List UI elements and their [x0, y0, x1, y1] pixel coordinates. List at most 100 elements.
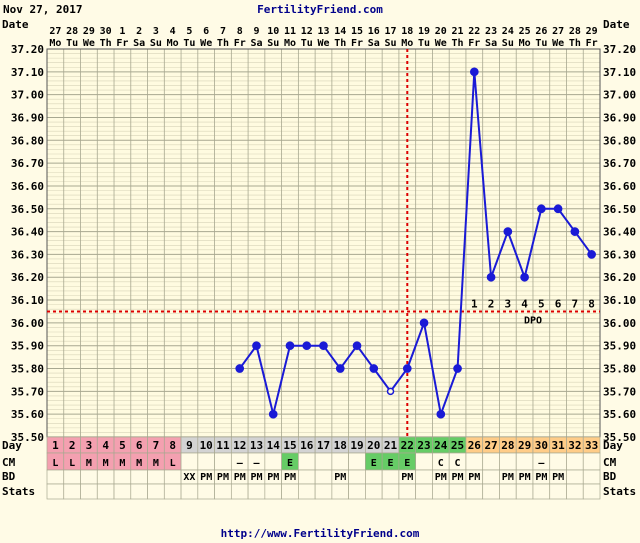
row-cell — [566, 483, 584, 500]
weekday-label: Tu — [183, 38, 195, 49]
row-cell — [214, 452, 232, 471]
day-number: 10 — [200, 439, 213, 452]
row-cell — [582, 469, 601, 485]
day-number: 17 — [317, 439, 330, 452]
y-tick-label-right: 36.20 — [603, 271, 636, 284]
cm-value: C — [455, 458, 461, 469]
cm-value: – — [253, 458, 260, 469]
weekday-label: We — [552, 38, 564, 49]
temperature-point — [520, 272, 529, 282]
dpo-number: 3 — [505, 297, 512, 310]
day-number: 4 — [102, 439, 109, 452]
weekday-label: Fr — [116, 38, 128, 49]
weekday-label: We — [200, 38, 212, 49]
row-label: Stats — [2, 485, 35, 498]
day-number: 21 — [384, 439, 398, 452]
date-number: 2 — [136, 26, 142, 37]
row-cell — [264, 483, 282, 500]
cm-value: E — [388, 458, 394, 469]
row-label: BD — [2, 470, 16, 483]
bd-value: PM — [267, 472, 279, 483]
day-number: 32 — [568, 439, 581, 452]
y-tick-label-right: 37.20 — [603, 43, 636, 56]
weekday-label: Tu — [66, 38, 78, 49]
temperature-point — [302, 341, 312, 351]
day-number: 33 — [585, 439, 598, 452]
day-number: 8 — [169, 439, 176, 452]
date-number: 5 — [186, 26, 192, 37]
row-cell — [63, 483, 81, 500]
temperature-point — [570, 227, 580, 236]
y-axis-labels: 37.20 37.20 37.10 37.10 37.00 37.00 36.90 36.90… — [11, 43, 636, 444]
date-number: 26 — [535, 26, 547, 37]
cm-value: L — [170, 458, 176, 469]
bd-value: PM — [535, 472, 547, 483]
weekday-label: Sa — [250, 38, 262, 49]
y-tick-label-right: 36.10 — [603, 294, 636, 307]
date-number: 16 — [368, 26, 380, 37]
bd-value: PM — [552, 472, 564, 483]
day-number: 29 — [518, 439, 531, 452]
row-cell — [113, 469, 132, 485]
bd-value: PM — [250, 472, 262, 483]
day-number: 22 — [401, 439, 414, 452]
day-number: 31 — [551, 439, 565, 452]
temperature-point — [352, 341, 362, 351]
row-cell — [381, 483, 400, 500]
dpo-number: 4 — [521, 297, 528, 310]
row-cell — [331, 452, 349, 471]
row-cell — [532, 483, 551, 500]
cm-value: M — [119, 458, 125, 469]
row-label: Day — [2, 439, 22, 452]
y-tick-label-left: 36.10 — [11, 294, 44, 307]
date-number: 7 — [220, 26, 226, 37]
bd-value: PM — [234, 472, 246, 483]
y-tick-label-left: 36.40 — [11, 226, 44, 239]
date-number: 8 — [237, 26, 243, 37]
row-cell — [298, 469, 316, 485]
temperature-point — [587, 250, 596, 259]
date-number: 11 — [284, 26, 296, 37]
day-number: 13 — [250, 439, 263, 452]
y-tick-label-left: 36.30 — [11, 248, 44, 261]
bd-value: PM — [435, 472, 447, 483]
row-cell — [298, 452, 316, 471]
row-cell — [80, 469, 98, 485]
y-tick-label-left: 36.90 — [11, 111, 44, 124]
weekday-label: Mo — [167, 38, 179, 49]
date-number: 4 — [170, 26, 176, 37]
site-title-link[interactable]: FertilityFriend.com — [257, 3, 383, 16]
temperature-point — [268, 409, 278, 419]
y-tick-label-right: 35.90 — [603, 340, 636, 353]
date-number: 25 — [519, 26, 531, 37]
day-number: 9 — [186, 439, 193, 452]
row-cell — [365, 483, 383, 500]
row-cell — [432, 483, 450, 500]
row-cell — [298, 483, 316, 500]
y-tick-label-left: 35.80 — [11, 363, 44, 376]
date-number: 13 — [317, 26, 329, 37]
date-number: 12 — [301, 26, 313, 37]
row-cell — [348, 469, 366, 485]
day-number: 27 — [484, 439, 497, 452]
temperature-point — [419, 318, 429, 328]
row-label: CM — [2, 456, 16, 469]
row-cell — [197, 452, 215, 471]
row-cell — [465, 483, 484, 500]
weekday-label: Sa — [133, 38, 145, 49]
row-cell — [515, 483, 534, 500]
row-cell — [230, 483, 249, 500]
date-number: 9 — [253, 26, 259, 37]
footer-url-link[interactable]: http://www.FertilityFriend.com — [220, 527, 420, 540]
date-number: 28 — [66, 26, 78, 37]
weekday-label: Th — [100, 38, 112, 49]
y-tick-label-left: 37.00 — [11, 89, 44, 102]
y-tick-label-left: 37.10 — [11, 66, 44, 79]
weekday-label: Th — [217, 38, 229, 49]
row-cell — [549, 483, 567, 500]
date-number: 29 — [83, 26, 95, 37]
date-number: 22 — [468, 26, 480, 37]
day-number: 18 — [334, 439, 347, 452]
weekday-label: Fr — [468, 38, 480, 49]
